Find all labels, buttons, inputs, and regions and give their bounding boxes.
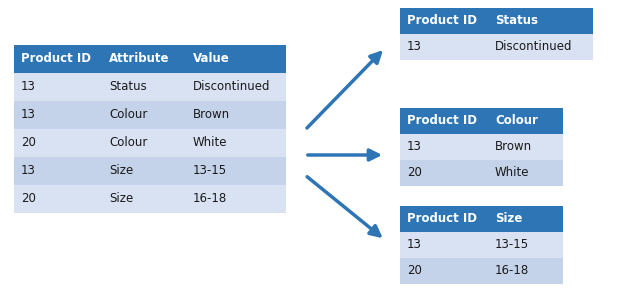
Text: Status: Status [109, 81, 147, 93]
Bar [102, 185, 186, 213]
Bar [14, 157, 102, 185]
Text: Brown: Brown [495, 141, 532, 154]
Text: Size: Size [495, 212, 522, 226]
Text: 20: 20 [407, 166, 422, 180]
Text: 13: 13 [407, 141, 422, 154]
Text: 13-15: 13-15 [193, 164, 227, 178]
Text: 16-18: 16-18 [193, 193, 227, 205]
Text: 20: 20 [21, 137, 36, 149]
Bar [186, 73, 286, 101]
Bar [14, 73, 102, 101]
Bar [400, 160, 488, 186]
Text: 13: 13 [407, 239, 422, 251]
Text: 13: 13 [407, 40, 422, 54]
Bar [488, 258, 563, 284]
Bar [14, 45, 102, 73]
Text: Product ID: Product ID [21, 52, 91, 66]
Bar [488, 160, 563, 186]
Bar [102, 157, 186, 185]
Bar [488, 206, 563, 232]
Bar [400, 134, 488, 160]
Bar [488, 232, 563, 258]
Bar [102, 129, 186, 157]
Bar [488, 8, 593, 34]
Bar [400, 232, 488, 258]
Bar [400, 108, 488, 134]
Text: 13-15: 13-15 [495, 239, 529, 251]
Bar [488, 108, 563, 134]
Text: Colour: Colour [495, 115, 538, 127]
Bar [400, 206, 488, 232]
Text: Colour: Colour [109, 137, 147, 149]
Bar [400, 258, 488, 284]
Bar [186, 157, 286, 185]
Bar [488, 134, 563, 160]
Text: Product ID: Product ID [407, 14, 477, 28]
Bar [186, 129, 286, 157]
Bar [186, 45, 286, 73]
Bar [488, 34, 593, 60]
Text: Colour: Colour [109, 108, 147, 122]
Text: Discontinued: Discontinued [193, 81, 270, 93]
Text: Discontinued: Discontinued [495, 40, 572, 54]
Text: 13: 13 [21, 108, 36, 122]
Text: White: White [193, 137, 228, 149]
Bar [400, 34, 488, 60]
Text: 16-18: 16-18 [495, 265, 529, 277]
Text: Product ID: Product ID [407, 212, 477, 226]
Text: Brown: Brown [193, 108, 230, 122]
Bar [14, 185, 102, 213]
Text: 20: 20 [407, 265, 422, 277]
Text: 20: 20 [21, 193, 36, 205]
Bar [186, 185, 286, 213]
Bar [14, 129, 102, 157]
Bar [102, 101, 186, 129]
Bar [102, 73, 186, 101]
Text: 13: 13 [21, 164, 36, 178]
Bar [14, 101, 102, 129]
Text: Status: Status [495, 14, 538, 28]
Text: Product ID: Product ID [407, 115, 477, 127]
Text: Size: Size [109, 193, 134, 205]
Bar [102, 45, 186, 73]
Text: 13: 13 [21, 81, 36, 93]
Text: White: White [495, 166, 530, 180]
Text: Size: Size [109, 164, 134, 178]
Bar [400, 8, 488, 34]
Text: Value: Value [193, 52, 230, 66]
Text: Attribute: Attribute [109, 52, 170, 66]
Bar [186, 101, 286, 129]
